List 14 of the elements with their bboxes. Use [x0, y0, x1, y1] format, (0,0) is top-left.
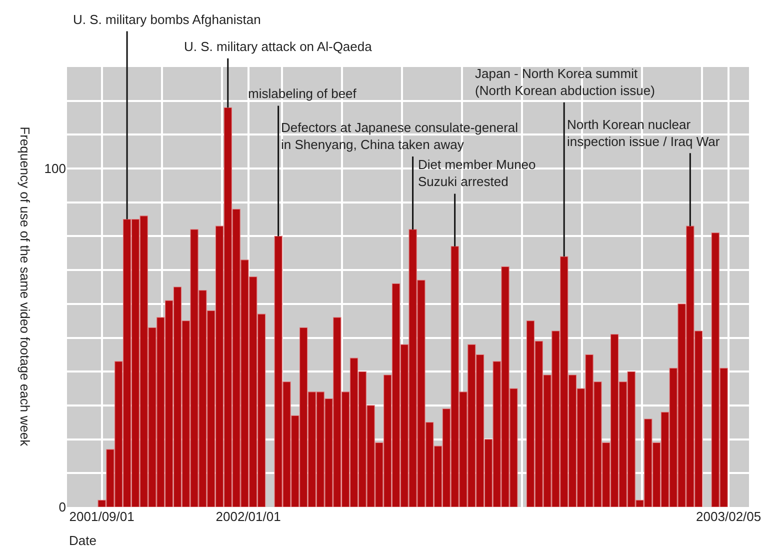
annotation: Diet member Muneo Suzuki arrested — [418, 157, 536, 189]
annotation: Japan - North Korea summit (North Korean abduction issue) — [475, 66, 655, 98]
annotation: mislabeling of beef — [248, 86, 357, 101]
annotation: North Korean nuclear inspection issue / Iraq War — [567, 117, 720, 149]
annotation: Defectors at Japanese consulate-general in Shenyang, China taken away — [281, 120, 518, 152]
y-tick-label: 0 — [58, 500, 66, 515]
annotation: U. S. military attack on Al-Qaeda — [184, 39, 373, 54]
x-axis-title: Date — [69, 533, 96, 548]
x-tick-label: 2002/01/01 — [216, 509, 281, 524]
annotation: U. S. military bombs Afghanistan — [73, 12, 261, 27]
y-axis-title: Frequency of use of the same video footage each week — [17, 126, 32, 447]
x-tick-label: 2003/02/05 — [696, 509, 762, 524]
y-tick-label: 100 — [44, 161, 66, 176]
x-tick-label: 2001/09/01 — [69, 509, 134, 524]
